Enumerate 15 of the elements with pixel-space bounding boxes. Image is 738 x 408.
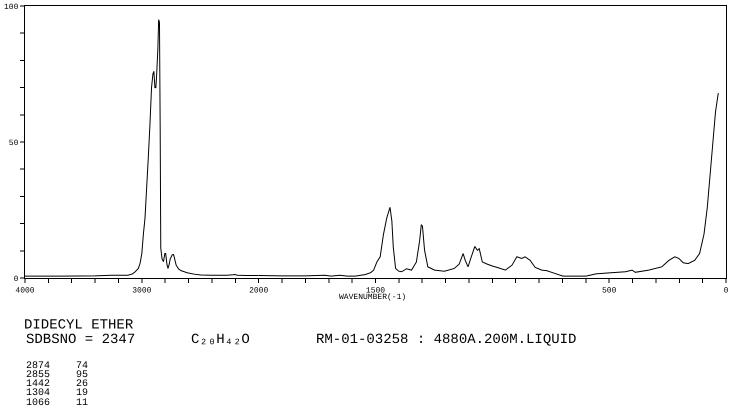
text: SDBSNO = 2347: [26, 332, 136, 348]
x-tick-label: 3000: [132, 286, 152, 296]
x-tick-label: 0: [724, 286, 729, 296]
text: 1304 19: [26, 388, 88, 399]
y-tick-label: 100: [4, 2, 19, 12]
text: DIDECYL ETHER: [24, 317, 134, 334]
x-tick-label: 2000: [249, 286, 268, 296]
x-tick-label: 500: [602, 286, 617, 296]
text: C₂₀H₄₂O: [191, 332, 250, 348]
y-tick-label: 0: [14, 274, 19, 284]
x-tick-label: 4000: [15, 286, 35, 296]
text: RM-01-03258 : 4880A.200M.LIQUID: [316, 332, 576, 348]
x-axis-title: WAVENUMBER(-1): [339, 293, 406, 302]
text: 1066 11: [26, 398, 88, 408]
y-tick-label: 50: [8, 138, 19, 148]
